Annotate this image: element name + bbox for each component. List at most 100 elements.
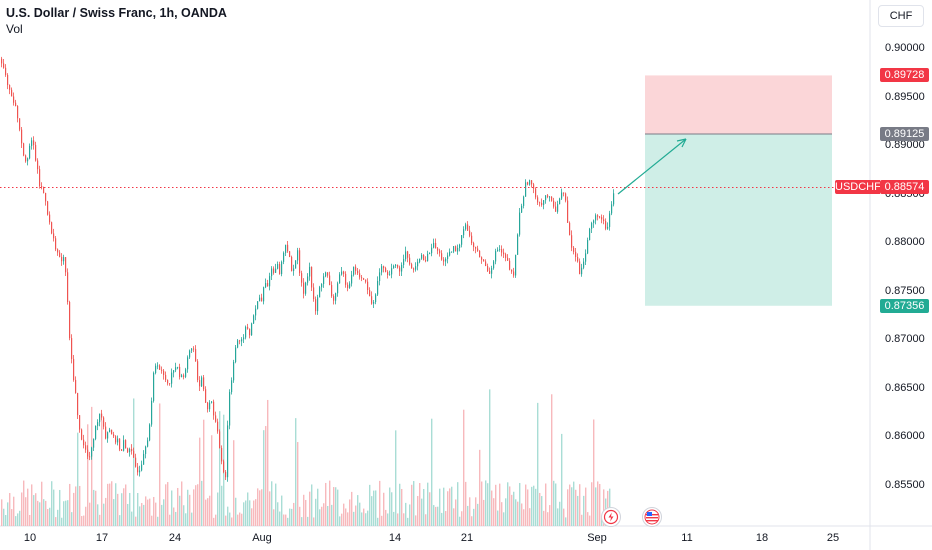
volume-bar <box>533 485 535 526</box>
volume-bar <box>59 489 61 526</box>
candle-body <box>225 471 227 478</box>
volume-bar <box>139 506 141 526</box>
volume-bar <box>85 506 87 526</box>
volume-bar <box>521 503 523 526</box>
candle-body <box>185 369 187 377</box>
candle-body <box>433 242 435 248</box>
candle-body <box>333 296 335 301</box>
candle-body <box>421 254 423 259</box>
volume-bar <box>573 481 575 526</box>
volume-bar <box>75 486 77 526</box>
volume-bar <box>163 499 165 526</box>
volume-bar <box>39 502 41 526</box>
volume-bar <box>217 492 219 526</box>
candle-body <box>425 260 427 262</box>
candle-body <box>501 249 503 253</box>
volume-bar <box>243 502 245 526</box>
volume-bar <box>237 514 239 526</box>
candle-body <box>143 453 145 465</box>
candle-body <box>35 144 37 161</box>
candle-body <box>297 250 299 261</box>
volume-bar <box>429 492 431 526</box>
candle-body <box>121 449 123 451</box>
volume-bar <box>423 488 425 526</box>
volume-bar <box>493 498 495 526</box>
candle-body <box>175 367 177 371</box>
volume-bar <box>499 483 501 526</box>
lightning-icon[interactable] <box>601 507 621 527</box>
volume-bar <box>197 484 199 526</box>
candle-body <box>93 438 95 448</box>
candle-body <box>71 338 73 359</box>
volume-bar <box>513 491 515 526</box>
volume-bar <box>61 517 63 526</box>
volume-bar <box>137 493 139 526</box>
time-tick-label: 10 <box>23 532 37 544</box>
volume-bar <box>589 515 591 526</box>
volume-bar <box>9 493 11 526</box>
candle-body <box>141 464 143 471</box>
candle-body <box>305 282 307 294</box>
candle-body <box>327 272 329 276</box>
candle-body <box>443 259 445 262</box>
volume-bar <box>411 484 413 526</box>
volume-bar <box>401 488 403 526</box>
volume-bar <box>459 516 461 526</box>
candle-body <box>447 255 449 259</box>
candle-body <box>53 233 55 239</box>
candle-body <box>317 297 319 312</box>
volume-bar <box>399 483 401 526</box>
volume-bar <box>527 489 529 526</box>
candle-body <box>397 264 399 268</box>
volume-bar <box>111 481 113 526</box>
candle-body <box>179 366 181 378</box>
volume-bar <box>231 517 233 526</box>
candle-body <box>181 375 183 378</box>
candle-body <box>263 287 265 302</box>
volume-bar <box>77 432 79 526</box>
candle-body <box>201 377 203 387</box>
candle-body <box>61 256 63 262</box>
volume-bar <box>129 492 131 526</box>
candle-body <box>607 226 609 229</box>
volume-bar <box>37 500 39 526</box>
candle-body <box>67 272 69 303</box>
currency-button[interactable]: CHF <box>878 5 924 27</box>
volume-bar <box>285 514 287 526</box>
volume-bar <box>117 493 119 526</box>
candle-body <box>519 212 521 235</box>
us-flag-icon[interactable] <box>642 507 662 527</box>
volume-bar <box>355 505 357 526</box>
candle-body <box>567 200 569 223</box>
candle-body <box>325 272 327 277</box>
candle-body <box>559 198 561 205</box>
volume-bar <box>581 514 583 526</box>
candle-body <box>595 215 597 221</box>
candle-body <box>129 448 131 453</box>
candle-body <box>1 58 3 64</box>
volume-bar <box>81 516 83 526</box>
volume-bar <box>505 498 507 526</box>
candle-body <box>131 448 133 451</box>
volume-bar <box>1 499 3 526</box>
volume-bar <box>175 511 177 526</box>
candle-body <box>545 195 547 201</box>
volume-bar <box>185 513 187 526</box>
volume-bar <box>249 500 251 526</box>
volume-bar <box>437 506 439 526</box>
candle-body <box>111 429 113 435</box>
volume-bar <box>417 495 419 526</box>
volume-bar <box>241 513 243 526</box>
candle-body <box>467 224 469 231</box>
candle-body <box>193 348 195 350</box>
candle-body <box>203 377 205 390</box>
time-tick-label: 24 <box>168 532 182 544</box>
candle-body <box>9 85 11 90</box>
candle-body <box>77 392 79 416</box>
volume-bar <box>445 511 447 526</box>
volume-bar <box>583 495 585 526</box>
volume-bar <box>373 490 375 526</box>
candle-body <box>107 432 109 439</box>
volume-bar <box>121 493 123 526</box>
